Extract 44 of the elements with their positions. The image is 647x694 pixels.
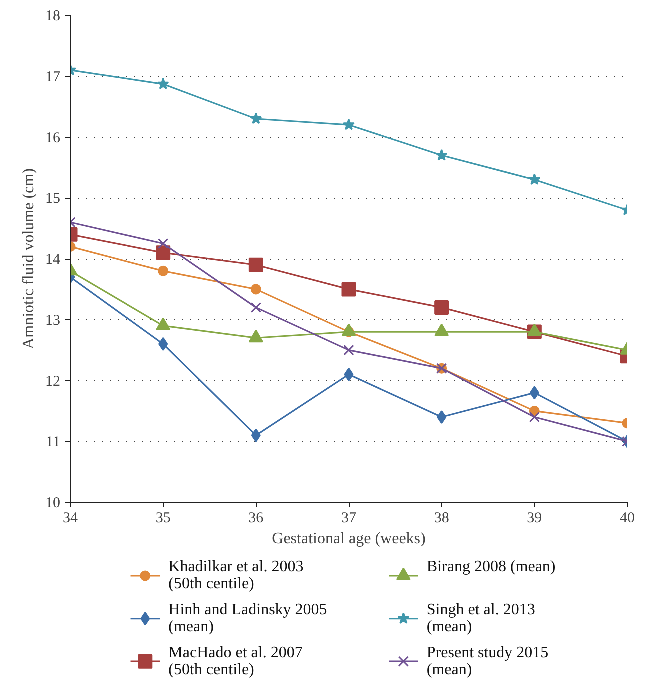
- point: [250, 302, 262, 314]
- point: [528, 174, 541, 186]
- point: [158, 238, 169, 250]
- point: [158, 337, 168, 351]
- point: [344, 368, 354, 382]
- y-tick-label: 12: [46, 374, 60, 390]
- point: [343, 118, 355, 130]
- point: [529, 412, 540, 423]
- point: [251, 428, 261, 442]
- legend-label: Hinh and Ladinsky 2005 (mean): [168, 601, 328, 636]
- x-axis-title: Gestational age (weeks): [272, 530, 426, 548]
- point: [248, 258, 264, 272]
- legend-label: Birang 2008 (mean): [426, 558, 556, 576]
- point: [436, 149, 448, 161]
- x-tick-label: 37: [342, 510, 357, 526]
- point: [344, 344, 354, 356]
- legend-label: Khadilkar et al. 2003 (50th centile): [168, 558, 304, 593]
- point: [437, 410, 447, 424]
- legend-label: Singh et al. 2013 (mean): [426, 601, 536, 636]
- point: [434, 300, 450, 315]
- point: [158, 266, 169, 276]
- y-tick-label: 14: [46, 252, 61, 268]
- y-tick-label: 15: [46, 191, 60, 208]
- point: [342, 282, 356, 297]
- x-tick-label: 34: [63, 510, 78, 526]
- point: [530, 386, 540, 400]
- y-tick-label: 10: [46, 496, 60, 512]
- y-tick-label: 13: [46, 312, 60, 329]
- point: [250, 112, 262, 124]
- legend-label: Present study 2015 (mean): [426, 644, 549, 678]
- legend-label: MacHado et al. 2007 (50th centile): [168, 644, 303, 678]
- x-tick-label: 35: [156, 510, 171, 526]
- x-tick-label: 38: [434, 510, 450, 526]
- point: [250, 284, 262, 295]
- x-tick-label: 36: [248, 510, 264, 526]
- point: [156, 246, 171, 260]
- y-tick-label: 11: [46, 434, 61, 451]
- y-tick-label: 17: [46, 69, 61, 86]
- x-tick-label: 40: [620, 510, 635, 526]
- y-axis-title: Amniotic fluid volume (cm): [20, 168, 38, 350]
- x-tick-label: 39: [527, 510, 542, 526]
- y-tick-label: 16: [46, 130, 61, 146]
- y-tick-label: 18: [46, 8, 60, 24]
- point: [157, 78, 170, 90]
